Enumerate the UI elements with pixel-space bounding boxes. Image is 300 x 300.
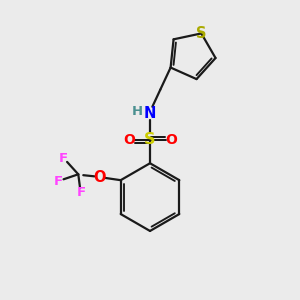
Text: F: F <box>54 175 63 188</box>
Text: O: O <box>93 170 106 185</box>
Text: S: S <box>196 26 207 41</box>
Text: O: O <box>165 133 177 147</box>
Text: H: H <box>132 105 143 118</box>
Text: F: F <box>77 186 86 199</box>
Text: F: F <box>59 152 68 165</box>
Text: N: N <box>144 106 156 121</box>
Text: S: S <box>144 132 156 147</box>
Text: O: O <box>123 133 135 147</box>
